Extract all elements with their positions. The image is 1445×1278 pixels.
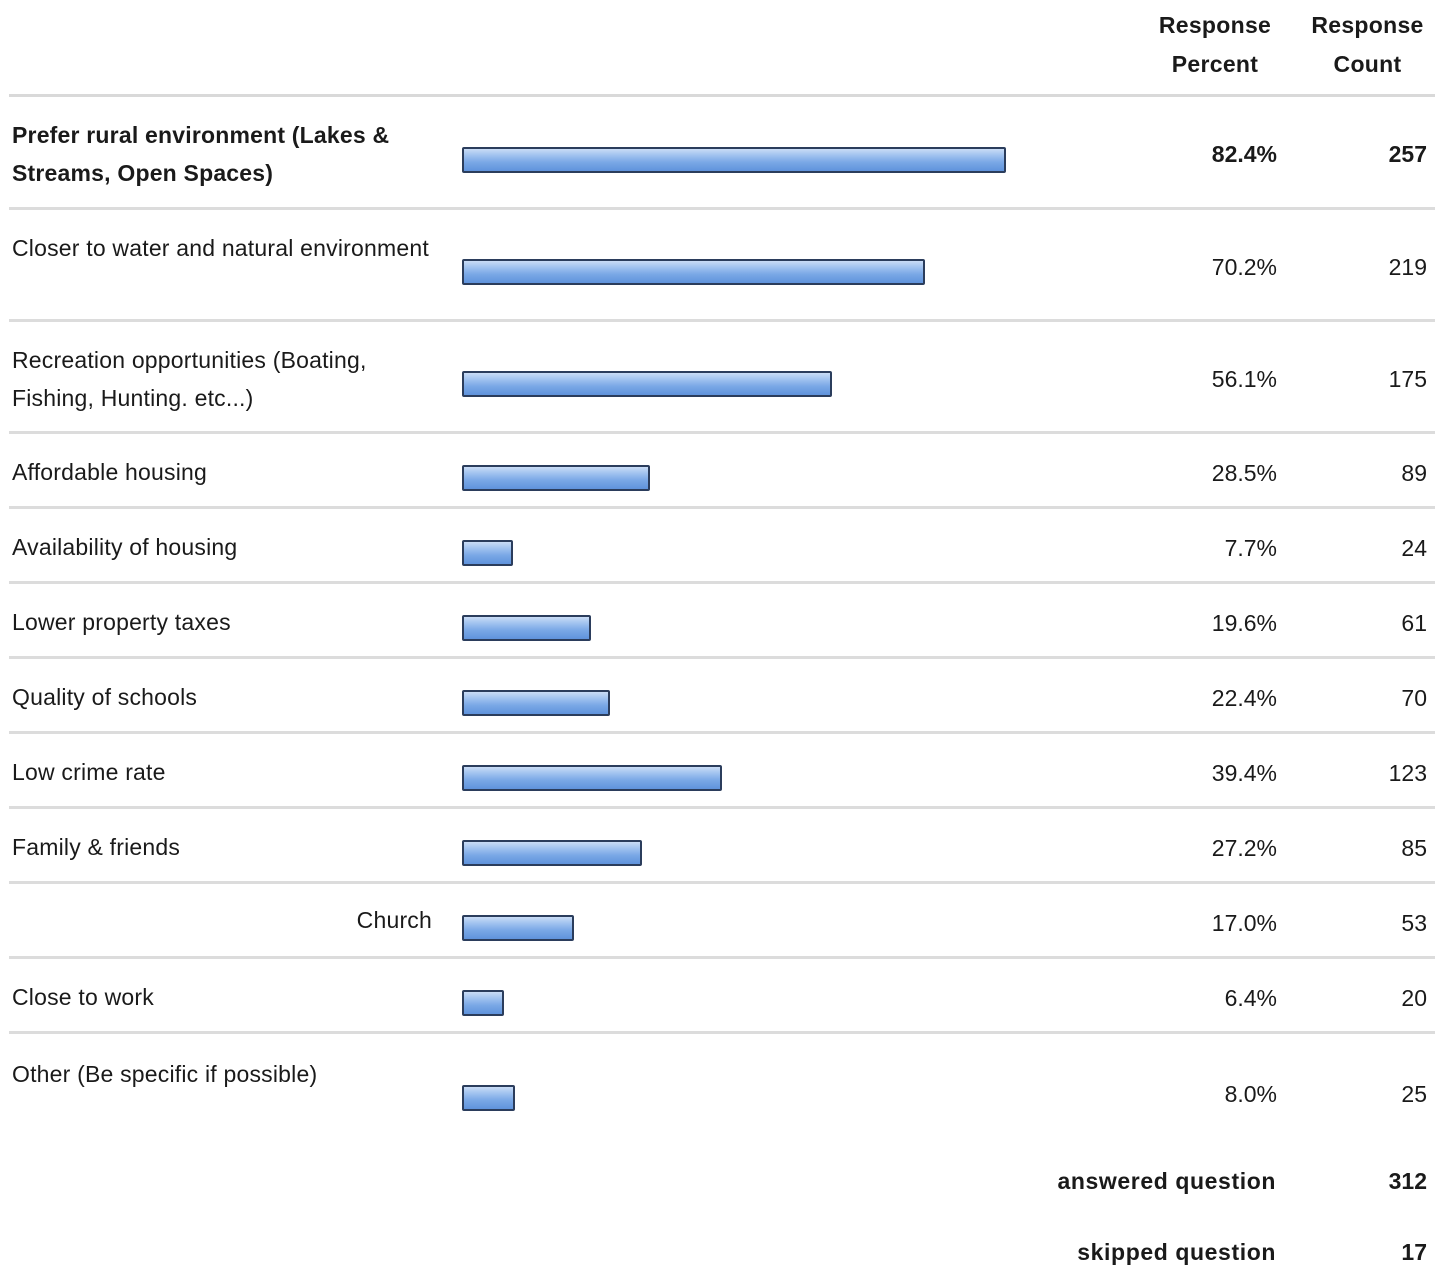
response-percent-value: 82.4% — [1211, 141, 1277, 167]
bar-track — [462, 915, 1122, 943]
header-divider — [9, 94, 1435, 97]
table-row: Church 17.0% 53 — [0, 884, 1445, 959]
response-percent-value: 8.0% — [1224, 1081, 1277, 1107]
response-percent-value: 27.2% — [1211, 835, 1277, 861]
bar-track — [462, 840, 1122, 868]
table-row: Close to work 6.4% 20 — [0, 959, 1445, 1034]
skipped-question-value: 17 — [1401, 1239, 1427, 1265]
row-label: Church — [356, 907, 432, 933]
response-count-value: 89 — [1401, 460, 1427, 486]
response-percent-header: Response Percent — [1145, 6, 1285, 84]
response-count-value: 123 — [1388, 760, 1427, 786]
row-divider — [9, 956, 1435, 959]
skipped-question-row: skipped question 17 — [0, 1232, 1445, 1272]
bar-track — [462, 147, 1122, 175]
response-percent-value: 56.1% — [1211, 366, 1277, 392]
response-count-header-line2: Count — [1333, 51, 1402, 77]
row-divider — [9, 506, 1435, 509]
response-count-value: 219 — [1388, 254, 1427, 280]
response-percent-value: 19.6% — [1211, 610, 1277, 636]
response-percent-value: 17.0% — [1211, 910, 1277, 936]
response-percent-value: 70.2% — [1211, 254, 1277, 280]
bar — [462, 540, 513, 566]
bar — [462, 371, 832, 397]
response-count-value: 53 — [1401, 910, 1427, 936]
response-percent-value: 7.7% — [1224, 535, 1277, 561]
response-percent-value: 22.4% — [1211, 685, 1277, 711]
bar-track — [462, 765, 1122, 793]
row-label: Recreation opportunities (Boating, Fishi… — [12, 347, 367, 411]
answered-question-label: answered question — [1057, 1168, 1276, 1194]
response-count-value: 70 — [1401, 685, 1427, 711]
bar-track — [462, 1085, 1122, 1113]
response-percent-header-line1: Response — [1158, 12, 1272, 38]
row-divider — [9, 581, 1435, 584]
bar — [462, 765, 722, 791]
table-row: Recreation opportunities (Boating, Fishi… — [0, 322, 1445, 434]
bar-track — [462, 540, 1122, 568]
row-divider — [9, 1031, 1435, 1034]
row-divider — [9, 731, 1435, 734]
table-row: Closer to water and natural environment 7… — [0, 210, 1445, 322]
table-row: Low crime rate 39.4% 123 — [0, 734, 1445, 809]
row-label: Availability of housing — [12, 534, 238, 560]
bar-track — [462, 465, 1122, 493]
bar-track — [462, 990, 1122, 1018]
row-label: Other (Be specific if possible) — [12, 1061, 318, 1087]
row-divider — [9, 207, 1435, 210]
response-count-value: 61 — [1401, 610, 1427, 636]
row-divider — [9, 881, 1435, 884]
table-row: Lower property taxes 19.6% 61 — [0, 584, 1445, 659]
row-divider — [9, 319, 1435, 322]
response-table-body: Prefer rural environment (Lakes & Stream… — [0, 97, 1445, 1129]
response-count-value: 20 — [1401, 985, 1427, 1011]
response-count-header-line1: Response — [1311, 12, 1424, 38]
table-header: Response Percent Response Count — [0, 6, 1445, 94]
bar-track — [462, 259, 1122, 287]
response-count-value: 25 — [1401, 1081, 1427, 1107]
row-label: Closer to water and natural environment — [12, 235, 429, 261]
row-divider — [9, 806, 1435, 809]
row-divider — [9, 656, 1435, 659]
row-label: Lower property taxes — [12, 609, 231, 635]
bar — [462, 465, 650, 491]
response-count-value: 85 — [1401, 835, 1427, 861]
bar-track — [462, 371, 1122, 399]
row-label: Low crime rate — [12, 759, 166, 785]
response-percent-header-line2: Percent — [1171, 51, 1259, 77]
row-divider — [9, 431, 1435, 434]
bar-track — [462, 690, 1122, 718]
row-label: Close to work — [12, 984, 154, 1010]
table-row: Availability of housing 7.7% 24 — [0, 509, 1445, 584]
bar — [462, 1085, 515, 1111]
response-count-value: 175 — [1388, 366, 1427, 392]
bar — [462, 147, 1006, 173]
row-label: Family & friends — [12, 834, 181, 860]
table-row: Prefer rural environment (Lakes & Stream… — [0, 97, 1445, 210]
response-percent-value: 6.4% — [1224, 985, 1277, 1011]
skipped-question-label: skipped question — [1077, 1239, 1276, 1265]
response-percent-value: 39.4% — [1211, 760, 1277, 786]
response-percent-value: 28.5% — [1211, 460, 1277, 486]
row-label: Affordable housing — [12, 459, 207, 485]
row-label: Quality of schools — [12, 684, 198, 710]
table-row: Family & friends 27.2% 85 — [0, 809, 1445, 884]
response-count-value: 257 — [1388, 141, 1427, 167]
row-label: Prefer rural environment (Lakes & Stream… — [12, 122, 390, 186]
bar — [462, 259, 925, 285]
table-row: Other (Be specific if possible) 8.0% 25 — [0, 1034, 1445, 1129]
response-count-header: Response Count — [1300, 6, 1435, 84]
answered-question-row: answered question 312 — [0, 1161, 1445, 1201]
response-count-value: 24 — [1401, 535, 1427, 561]
table-row: Affordable housing 28.5% 89 — [0, 434, 1445, 509]
answered-question-value: 312 — [1388, 1168, 1427, 1194]
bar — [462, 840, 642, 866]
bar — [462, 615, 591, 641]
table-row: Quality of schools 22.4% 70 — [0, 659, 1445, 734]
bar-track — [462, 615, 1122, 643]
bar — [462, 690, 610, 716]
bar — [462, 990, 504, 1016]
bar — [462, 915, 574, 941]
